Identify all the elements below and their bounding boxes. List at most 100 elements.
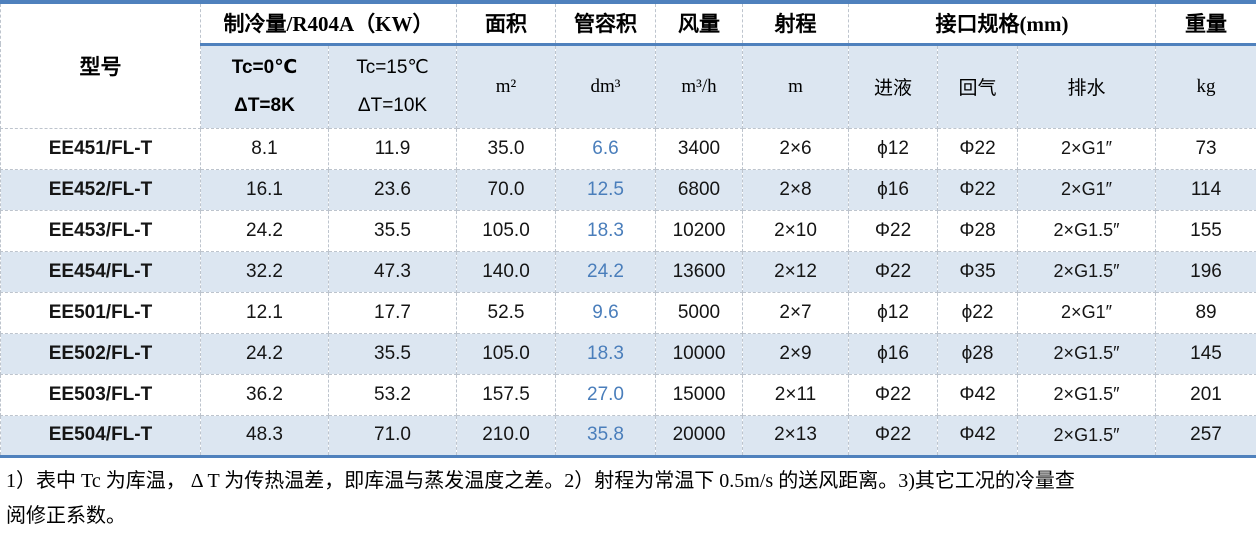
cell-model: EE501/FL-T	[1, 292, 201, 333]
cell-cooling-tc0: 36.2	[201, 374, 329, 415]
header-interface-group: 接口规格(mm)	[849, 2, 1156, 44]
table-row: EE451/FL-T 8.1 11.9 35.0 6.6 3400 2×6 ϕ1…	[1, 128, 1256, 169]
footnote-line-1: 1）表中 Tc 为库温， Δ T 为传热温差，即库温与蒸发温度之差。2）射程为常…	[6, 464, 1252, 499]
header-cooling-group: 制冷量/R404A（KW）	[201, 2, 457, 44]
cell-liquid-in: ϕ12	[849, 128, 938, 169]
cell-weight: 114	[1156, 169, 1256, 210]
cell-cooling-tc15: 71.0	[329, 415, 457, 456]
cell-cooling-tc0: 48.3	[201, 415, 329, 456]
cell-tube-volume: 9.6	[556, 292, 656, 333]
table-row: EE504/FL-T 48.3 71.0 210.0 35.8 20000 2×…	[1, 415, 1256, 456]
cell-airflow: 13600	[656, 251, 743, 292]
cell-drain: 2×G1.5″	[1018, 210, 1156, 251]
header-tc0-dt: ΔT=8K	[201, 87, 328, 125]
cell-area: 210.0	[457, 415, 556, 456]
cell-gas-return: Φ42	[938, 374, 1018, 415]
cell-tube-volume: 35.8	[556, 415, 656, 456]
header-row-groups: 型号 制冷量/R404A（KW） 面积 管容积 风量 射程 接口规格(mm) 重…	[1, 2, 1256, 44]
cell-gas-return: Φ22	[938, 169, 1018, 210]
cell-model: EE452/FL-T	[1, 169, 201, 210]
header-throw-unit: m	[743, 44, 849, 128]
cell-throw: 2×7	[743, 292, 849, 333]
header-drain: 排水	[1018, 44, 1156, 128]
cell-throw: 2×13	[743, 415, 849, 456]
cell-throw: 2×6	[743, 128, 849, 169]
cell-tube-volume: 27.0	[556, 374, 656, 415]
cell-cooling-tc15: 53.2	[329, 374, 457, 415]
cell-cooling-tc15: 47.3	[329, 251, 457, 292]
cell-liquid-in: ϕ16	[849, 169, 938, 210]
cell-area: 140.0	[457, 251, 556, 292]
cell-liquid-in: Φ22	[849, 251, 938, 292]
cell-weight: 145	[1156, 333, 1256, 374]
cell-cooling-tc15: 17.7	[329, 292, 457, 333]
header-airflow: 风量	[656, 2, 743, 44]
cell-airflow: 20000	[656, 415, 743, 456]
header-tube-volume: 管容积	[556, 2, 656, 44]
cell-tube-volume: 18.3	[556, 210, 656, 251]
cell-weight: 201	[1156, 374, 1256, 415]
cell-throw: 2×12	[743, 251, 849, 292]
cell-drain: 2×G1″	[1018, 128, 1156, 169]
cell-drain: 2×G1.5″	[1018, 333, 1156, 374]
header-tube-unit: dm³	[556, 44, 656, 128]
cell-area: 105.0	[457, 210, 556, 251]
cell-drain: 2×G1.5″	[1018, 415, 1156, 456]
cell-gas-return: ϕ28	[938, 333, 1018, 374]
cell-cooling-tc15: 35.5	[329, 210, 457, 251]
header-area-unit: m²	[457, 44, 556, 128]
cell-throw: 2×11	[743, 374, 849, 415]
cell-cooling-tc0: 24.2	[201, 210, 329, 251]
cell-drain: 2×G1.5″	[1018, 251, 1156, 292]
cell-cooling-tc15: 11.9	[329, 128, 457, 169]
cell-drain: 2×G1.5″	[1018, 374, 1156, 415]
header-throw: 射程	[743, 2, 849, 44]
cell-area: 35.0	[457, 128, 556, 169]
table-header: 型号 制冷量/R404A（KW） 面积 管容积 风量 射程 接口规格(mm) 重…	[1, 2, 1256, 128]
cell-weight: 257	[1156, 415, 1256, 456]
footnote-line-2: 阅修正系数。	[6, 499, 1252, 534]
header-liquid-in: 进液	[849, 44, 938, 128]
cell-weight: 196	[1156, 251, 1256, 292]
table-row: EE502/FL-T 24.2 35.5 105.0 18.3 10000 2×…	[1, 333, 1256, 374]
cell-airflow: 10000	[656, 333, 743, 374]
cell-weight: 155	[1156, 210, 1256, 251]
header-area: 面积	[457, 2, 556, 44]
cell-cooling-tc0: 12.1	[201, 292, 329, 333]
table-row: EE501/FL-T 12.1 17.7 52.5 9.6 5000 2×7 ϕ…	[1, 292, 1256, 333]
cell-area: 105.0	[457, 333, 556, 374]
cell-model: EE454/FL-T	[1, 251, 201, 292]
cell-weight: 73	[1156, 128, 1256, 169]
header-tc0-temp: Tc=0℃	[201, 49, 328, 87]
cell-gas-return: ϕ22	[938, 292, 1018, 333]
header-weight: 重量	[1156, 2, 1256, 44]
cell-tube-volume: 6.6	[556, 128, 656, 169]
header-weight-unit: kg	[1156, 44, 1256, 128]
cell-drain: 2×G1″	[1018, 169, 1156, 210]
cell-airflow: 3400	[656, 128, 743, 169]
cell-drain: 2×G1″	[1018, 292, 1156, 333]
cell-throw: 2×9	[743, 333, 849, 374]
cell-cooling-tc0: 8.1	[201, 128, 329, 169]
cell-airflow: 6800	[656, 169, 743, 210]
header-tc15-temp: Tc=15℃	[329, 49, 456, 87]
cell-model: EE503/FL-T	[1, 374, 201, 415]
cell-throw: 2×8	[743, 169, 849, 210]
cell-model: EE453/FL-T	[1, 210, 201, 251]
cell-weight: 89	[1156, 292, 1256, 333]
cell-model: EE451/FL-T	[1, 128, 201, 169]
footnote: 1）表中 Tc 为库温， Δ T 为传热温差，即库温与蒸发温度之差。2）射程为常…	[0, 458, 1256, 534]
cell-liquid-in: ϕ12	[849, 292, 938, 333]
cell-cooling-tc15: 35.5	[329, 333, 457, 374]
cell-area: 157.5	[457, 374, 556, 415]
cell-area: 70.0	[457, 169, 556, 210]
cell-cooling-tc0: 24.2	[201, 333, 329, 374]
table-row: EE503/FL-T 36.2 53.2 157.5 27.0 15000 2×…	[1, 374, 1256, 415]
cell-model: EE504/FL-T	[1, 415, 201, 456]
header-gas-return: 回气	[938, 44, 1018, 128]
header-tc0: Tc=0℃ ΔT=8K	[201, 44, 329, 128]
cell-tube-volume: 24.2	[556, 251, 656, 292]
cell-liquid-in: Φ22	[849, 210, 938, 251]
header-airflow-unit: m³/h	[656, 44, 743, 128]
